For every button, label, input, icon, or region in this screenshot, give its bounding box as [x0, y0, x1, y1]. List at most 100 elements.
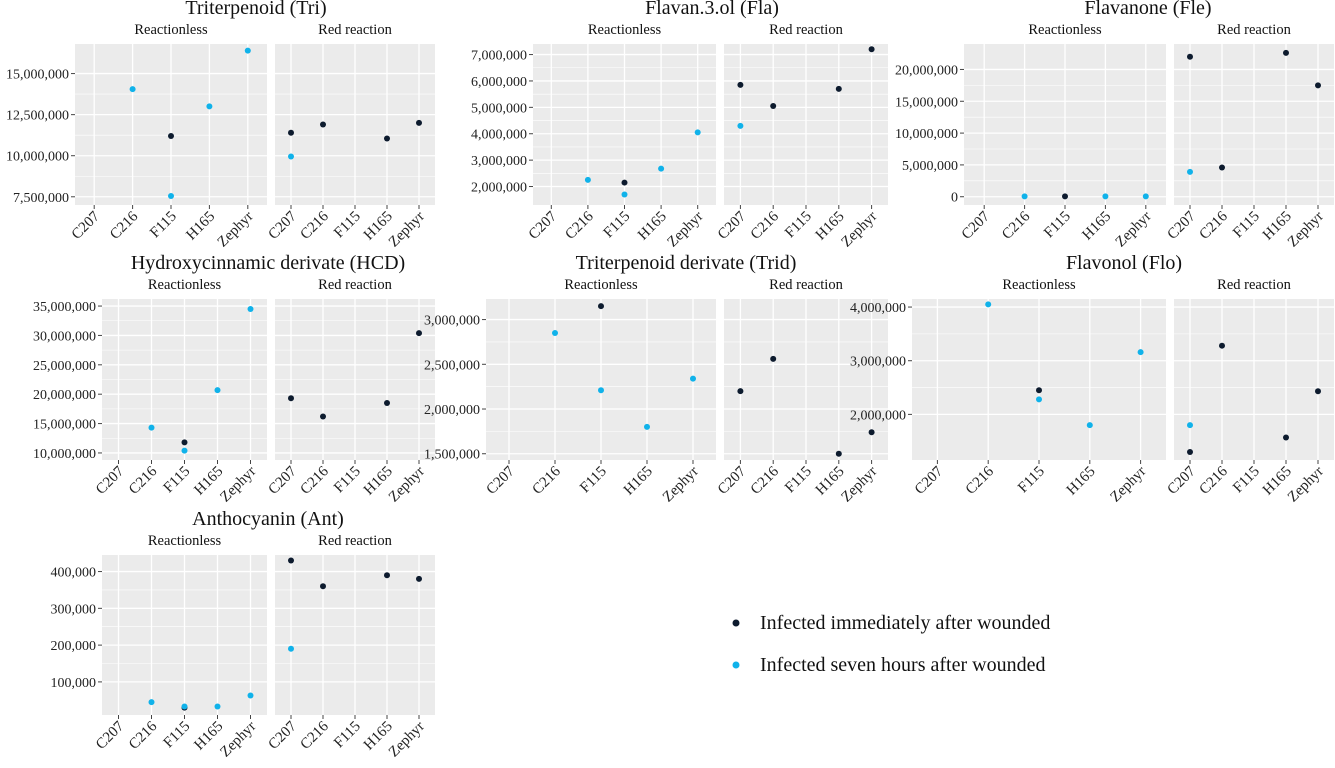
x-tick-label: F115: [782, 209, 815, 242]
x-tick-label: H165: [183, 209, 218, 244]
x-tick-label: Zephyr: [1285, 209, 1327, 251]
x-tick-label: Zephyr: [660, 464, 702, 506]
data-point: [148, 699, 155, 706]
y-tick-label: 2,000,000: [850, 408, 906, 423]
x-tick-label: F115: [1041, 209, 1074, 242]
data-point: [1219, 342, 1225, 349]
chart-title: Hydroxycinnamic derivate (HCD): [131, 252, 405, 274]
x-tick-label: C216: [1197, 463, 1232, 498]
legend-label: Infected seven hours after wounded: [760, 654, 1045, 676]
x-tick-label: F115: [577, 464, 610, 497]
data-point: [598, 303, 604, 310]
x-tick-label: Zephyr: [386, 719, 428, 761]
data-point: [694, 129, 701, 136]
data-point: [288, 153, 294, 160]
x-tick-label: Zephyr: [386, 209, 428, 251]
x-tick-label: C207: [93, 463, 128, 498]
facet-label: Reactionless: [134, 22, 208, 38]
data-point: [1137, 349, 1144, 356]
data-point: [658, 165, 665, 172]
data-point: [584, 176, 591, 183]
x-tick-label: C207: [266, 718, 301, 753]
data-point: [288, 129, 294, 136]
y-tick-label: 300,000: [51, 602, 97, 617]
y-tick-label: 2,500,000: [424, 358, 480, 373]
data-point: [129, 86, 136, 93]
y-tick-label: 0: [951, 191, 958, 206]
x-tick-label: C207: [715, 463, 750, 498]
data-point: [598, 387, 604, 394]
x-tick-label: C207: [715, 208, 750, 243]
data-point: [384, 135, 390, 142]
data-point: [1102, 193, 1109, 200]
data-point: [835, 85, 842, 92]
data-point: [181, 447, 188, 454]
data-point: [416, 575, 422, 582]
data-point: [288, 645, 294, 652]
legend-label: Infected immediately after wounded: [760, 612, 1050, 634]
y-tick-label: 35,000,000: [33, 300, 96, 315]
data-point: [244, 47, 251, 54]
data-point: [320, 121, 326, 128]
x-tick-label: C216: [298, 463, 333, 498]
facet-label: Red reaction: [318, 277, 392, 293]
y-tick-label: 7,500,000: [13, 191, 69, 206]
facet-label: Red reaction: [318, 533, 392, 549]
data-point: [621, 179, 628, 186]
x-tick-label: C207: [959, 208, 994, 243]
y-tick-label: 100,000: [51, 676, 97, 691]
data-point: [1086, 422, 1093, 429]
chart-title: Flavanone (Fle): [1084, 0, 1211, 19]
chart-4: Triterpenoid derivate (Trid) Reactionless…: [424, 252, 888, 505]
x-tick-label: C216: [298, 718, 333, 753]
x-tick-label: C216: [126, 718, 161, 753]
y-tick-label: 5,000,000: [902, 159, 958, 174]
x-tick-label: Zephyr: [838, 209, 880, 251]
x-tick-label: F115: [331, 209, 364, 242]
y-tick-label: 10,000,000: [6, 150, 69, 165]
x-tick-label: C216: [963, 463, 998, 498]
data-point: [181, 703, 188, 710]
chart-title: Flavonol (Flo): [1066, 252, 1182, 274]
data-point: [868, 46, 875, 53]
data-point: [206, 103, 213, 110]
x-tick-label: F115: [161, 719, 194, 752]
data-point: [1187, 448, 1193, 455]
y-tick-label: 6,000,000: [471, 75, 527, 90]
x-tick-label: Zephyr: [1113, 209, 1155, 251]
x-tick-label: C207: [484, 463, 519, 498]
x-tick-label: Zephyr: [386, 464, 428, 506]
data-point: [416, 330, 422, 337]
data-point: [247, 692, 254, 699]
legend: Infected immediately after wounded Infect…: [732, 612, 1050, 676]
y-tick-label: 15,000,000: [895, 95, 958, 110]
x-tick-label: F115: [601, 209, 634, 242]
facet-label: Reactionless: [148, 533, 222, 549]
data-point: [320, 413, 326, 420]
y-tick-label: 4,000,000: [850, 301, 906, 316]
legend-key: [732, 661, 740, 669]
data-point: [384, 572, 390, 579]
facet-label: Reactionless: [148, 277, 222, 293]
data-point: [552, 329, 558, 336]
x-tick-label: C207: [93, 718, 128, 753]
chart-title: Triterpenoid derivate (Trid): [576, 252, 797, 274]
data-point: [1036, 396, 1042, 403]
x-tick-label: F115: [1230, 464, 1263, 497]
x-tick-label: C207: [69, 208, 104, 243]
x-tick-label: F115: [161, 464, 194, 497]
data-point: [320, 583, 326, 590]
facet-label: Red reaction: [1217, 277, 1291, 293]
y-tick-label: 400,000: [51, 566, 97, 581]
data-point: [1315, 82, 1321, 89]
y-tick-label: 3,000,000: [471, 154, 527, 169]
y-tick-label: 3,000,000: [850, 355, 906, 370]
data-point: [770, 355, 777, 362]
